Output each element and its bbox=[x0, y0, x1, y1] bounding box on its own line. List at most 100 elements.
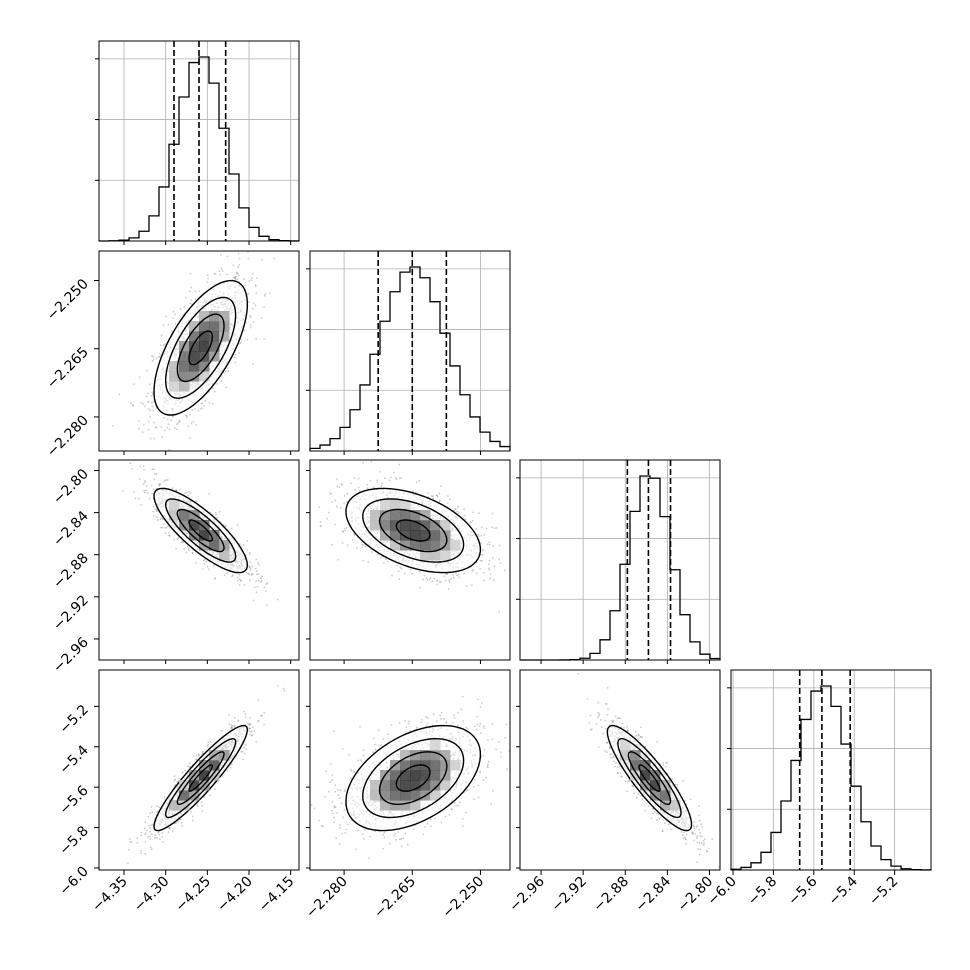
scatter-point bbox=[353, 534, 356, 537]
scatter-point bbox=[216, 516, 219, 519]
panel-frame bbox=[730, 669, 932, 871]
scatter-point bbox=[221, 775, 224, 777]
scatter-point bbox=[450, 577, 453, 580]
scatter-point bbox=[163, 796, 166, 799]
scatter-point bbox=[145, 485, 148, 487]
scatter-point bbox=[361, 546, 363, 549]
scatter-point bbox=[201, 407, 204, 410]
scatter-point bbox=[429, 577, 432, 579]
scatter-point bbox=[131, 404, 134, 407]
scatter-point bbox=[151, 355, 153, 357]
density-cell bbox=[390, 510, 401, 521]
scatter-point bbox=[452, 573, 454, 576]
scatter-point bbox=[250, 572, 253, 575]
scatter-point bbox=[232, 276, 235, 279]
scatter-point bbox=[327, 511, 330, 514]
scatter-point bbox=[256, 573, 258, 576]
scatter-point bbox=[336, 478, 338, 480]
density-cell bbox=[189, 341, 200, 352]
density-cell bbox=[219, 311, 230, 322]
scatter-point bbox=[208, 492, 211, 495]
scatter-point bbox=[249, 324, 252, 326]
scatter-point bbox=[247, 301, 250, 303]
scatter-point bbox=[492, 579, 495, 582]
scatter-point bbox=[491, 526, 493, 528]
scatter-point bbox=[194, 290, 197, 293]
scatter-point bbox=[400, 477, 403, 479]
scatter-point bbox=[395, 476, 397, 479]
scatter-point bbox=[465, 585, 468, 588]
scatter-point bbox=[244, 284, 247, 286]
scatter-point bbox=[480, 526, 483, 529]
scatter-point bbox=[148, 824, 150, 827]
density-cell bbox=[400, 510, 411, 521]
scatter-point bbox=[148, 420, 150, 423]
scatter-point bbox=[223, 574, 226, 576]
histogram-panel-1 bbox=[306, 250, 511, 452]
scatter-point bbox=[479, 567, 482, 570]
scatter-point bbox=[191, 552, 194, 555]
density-cell bbox=[209, 530, 220, 541]
scatter-point bbox=[448, 579, 451, 582]
scatter-point bbox=[196, 805, 199, 808]
scatter-point bbox=[237, 252, 240, 255]
histogram-step bbox=[730, 685, 932, 871]
scatter-point bbox=[160, 426, 163, 428]
scatter-point bbox=[154, 508, 157, 510]
density-cell bbox=[420, 550, 431, 561]
scatter-point bbox=[498, 610, 501, 613]
scatter-point bbox=[190, 810, 193, 813]
scatter-point bbox=[418, 479, 421, 482]
scatter-point bbox=[175, 423, 178, 426]
scatter-point bbox=[369, 479, 372, 482]
scatter-point bbox=[191, 819, 194, 822]
scatter-point bbox=[145, 489, 147, 492]
scatter-point bbox=[331, 543, 333, 546]
scatter-point bbox=[319, 525, 322, 528]
density-cell bbox=[370, 510, 381, 521]
scatter-point bbox=[202, 559, 205, 562]
panel-frame bbox=[98, 40, 300, 242]
scatter-point bbox=[472, 568, 474, 571]
scatter-point bbox=[172, 310, 175, 313]
scatter-point bbox=[150, 806, 153, 808]
scatter-point bbox=[358, 489, 361, 492]
scatter-point bbox=[129, 402, 132, 405]
density-cell bbox=[430, 540, 441, 551]
scatter-point bbox=[422, 578, 425, 581]
scatter-point bbox=[188, 290, 191, 293]
scatter-point bbox=[255, 337, 258, 340]
scatter-point bbox=[455, 507, 457, 510]
scatter-point bbox=[257, 573, 260, 576]
scatter-point bbox=[320, 525, 322, 527]
scatter-point bbox=[248, 564, 251, 567]
scatter-point bbox=[252, 302, 255, 305]
scatter-point bbox=[168, 534, 171, 537]
density-cell bbox=[199, 520, 210, 531]
scatter-point bbox=[143, 423, 145, 426]
scatter-point bbox=[513, 546, 515, 548]
scatter-point bbox=[149, 830, 152, 833]
scatter-point bbox=[239, 342, 241, 345]
density-cell bbox=[400, 540, 411, 551]
scatter-point bbox=[138, 427, 140, 430]
scatter-point bbox=[481, 560, 483, 562]
density-cell bbox=[219, 550, 230, 561]
scatter-point bbox=[188, 491, 190, 493]
scatter-point bbox=[471, 519, 474, 522]
contour-level-2 bbox=[165, 296, 237, 399]
scatter-point bbox=[239, 543, 241, 545]
panel-frame bbox=[309, 250, 511, 452]
scatter-point bbox=[455, 572, 457, 575]
scatter-point bbox=[212, 564, 215, 567]
scatter-point bbox=[249, 316, 252, 318]
density-cell bbox=[430, 530, 441, 541]
scatter-point bbox=[445, 573, 447, 575]
scatter-point bbox=[225, 386, 228, 389]
scatter-point bbox=[192, 420, 195, 423]
scatter-point bbox=[415, 481, 418, 484]
scatter-point bbox=[342, 531, 345, 533]
scatter-point bbox=[247, 257, 250, 260]
scatter-point bbox=[376, 481, 379, 484]
scatter-point bbox=[243, 583, 246, 586]
